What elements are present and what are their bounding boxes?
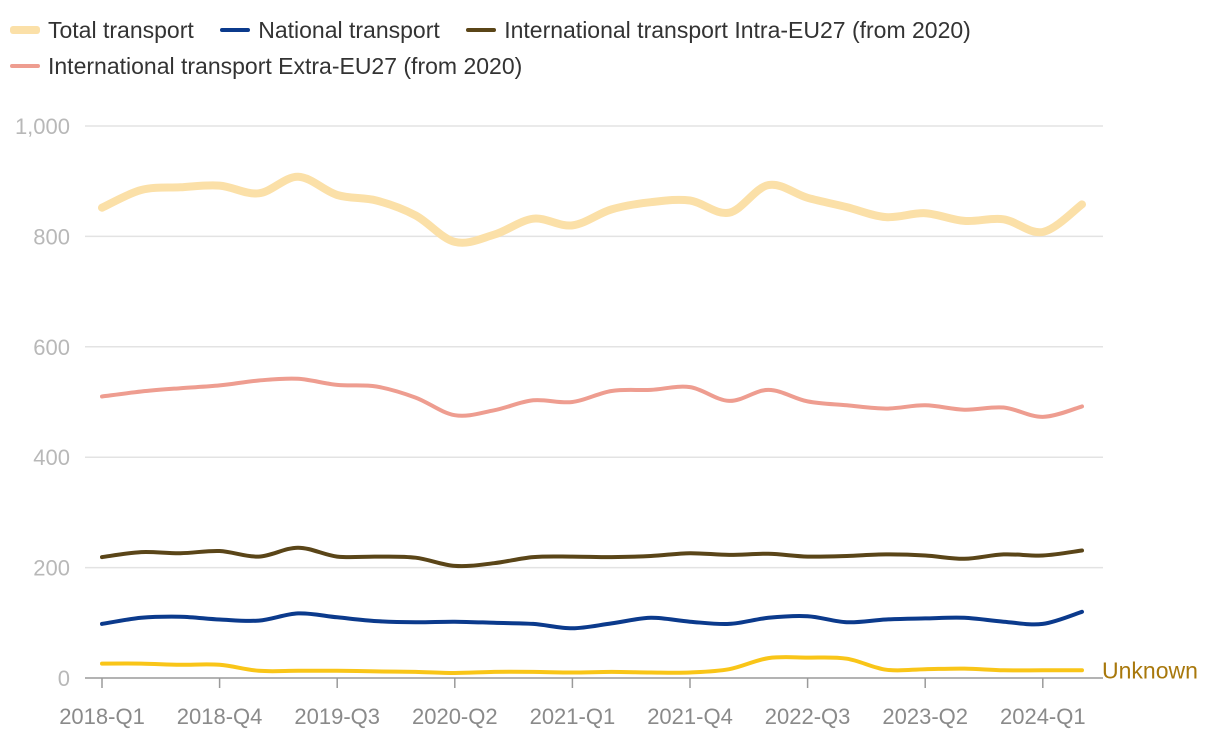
end-labels: Unknown <box>1102 657 1198 683</box>
series-line-international-transport-intra-eu27-from-2020[interactable] <box>100 545 1084 569</box>
legend-label-total-transport: Total transport <box>48 16 194 43</box>
legend-swatch-intra-eu27 <box>466 28 497 32</box>
y-tick-label: 200 <box>33 556 70 581</box>
legend-label-national-transport: National transport <box>258 16 440 43</box>
x-tick-label: 2018-Q4 <box>177 704 263 729</box>
legend-label-extra-eu27: International transport Extra-EU27 (from… <box>48 52 523 79</box>
legend: Total transport National transport Inter… <box>10 12 1210 84</box>
x-tick-label: 2024-Q1 <box>1000 704 1086 729</box>
legend-item-national-transport[interactable]: National transport <box>220 12 440 48</box>
y-tick-label: 400 <box>33 445 70 470</box>
legend-swatch-national-transport <box>220 28 251 32</box>
y-tick-label: 0 <box>58 666 70 691</box>
x-tick-label: 2018-Q1 <box>59 704 145 729</box>
series-lines <box>98 172 1086 675</box>
legend-item-intra-eu27[interactable]: International transport Intra-EU27 (from… <box>466 12 971 48</box>
series-line-unknown[interactable] <box>100 655 1084 675</box>
legend-label-intra-eu27: International transport Intra-EU27 (from… <box>504 16 971 43</box>
series-line-national-transport[interactable] <box>100 609 1084 631</box>
y-tick-label: 600 <box>33 335 70 360</box>
x-tick-label: 2022-Q3 <box>765 704 851 729</box>
legend-swatch-total-transport <box>10 26 40 34</box>
legend-swatch-extra-eu27 <box>10 64 40 68</box>
y-axis-labels: 0 200 400 600 800 1,000 <box>15 114 70 691</box>
y-tick-label: 800 <box>33 224 70 249</box>
x-tick-label: 2021-Q1 <box>530 704 616 729</box>
x-tick-label: 2021-Q4 <box>647 704 733 729</box>
series-line-international-transport-extra-eu27-from-2020[interactable] <box>100 376 1084 419</box>
series-line-total-transport[interactable] <box>98 172 1086 247</box>
legend-item-extra-eu27[interactable]: International transport Extra-EU27 (from… <box>10 48 522 84</box>
legend-item-total-transport[interactable]: Total transport <box>10 12 194 48</box>
x-tick-label: 2020-Q2 <box>412 704 498 729</box>
x-tick-label: 2023-Q2 <box>882 704 968 729</box>
end-label-unknown: Unknown <box>1102 657 1198 683</box>
y-tick-label: 1,000 <box>15 114 70 139</box>
x-tick-label: 2019-Q3 <box>294 704 380 729</box>
grid <box>85 125 1103 569</box>
x-axis: 2018-Q1 2018-Q4 2019-Q3 2020-Q2 2021-Q1 2021-… <box>59 677 1103 729</box>
